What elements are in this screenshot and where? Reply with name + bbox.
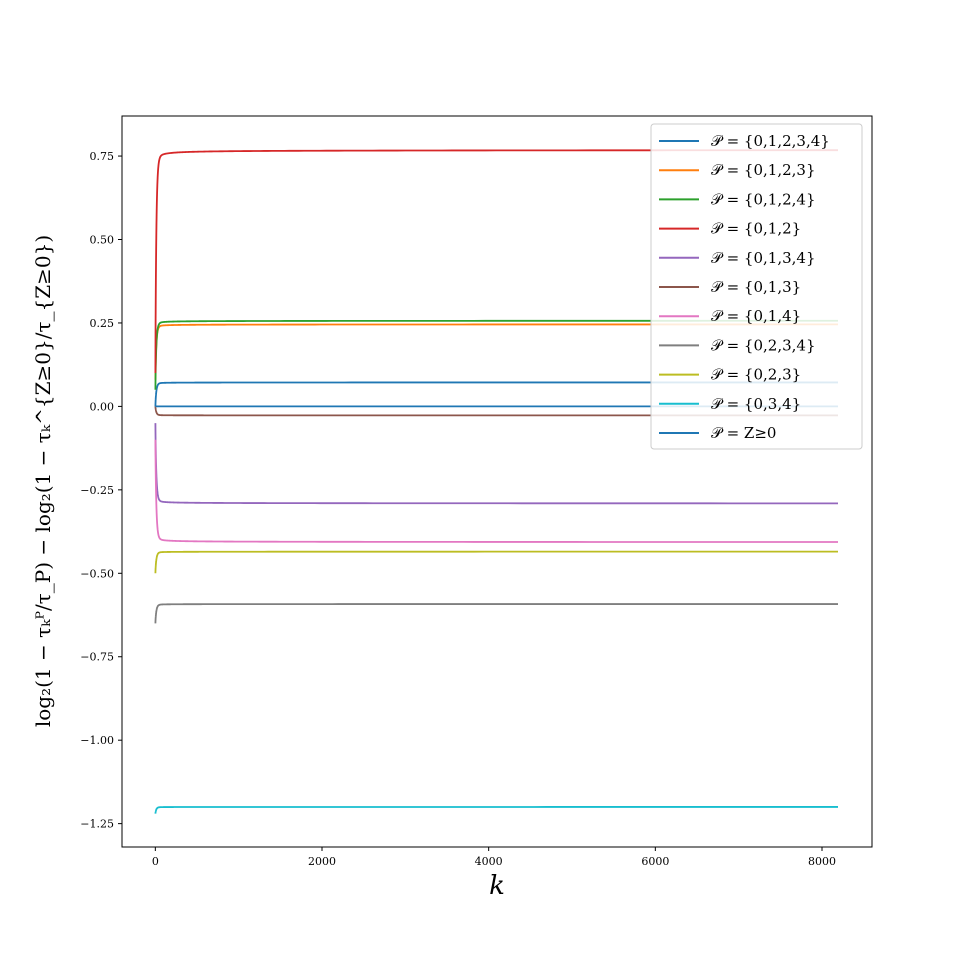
y-tick-label: −1.25 [80,818,114,831]
legend-label: 𝒫 = {0,2,3,4} [711,336,816,354]
y-tick-label: 0.25 [90,317,115,330]
plot-frame [121,115,873,848]
y-axis-title: log₂(1 − τₖᴾ/τ_P) − log₂(1 − τₖ^{Z≥0}/τ_… [31,235,55,727]
y-tick-label: −0.75 [80,651,114,664]
series-line-9 [154,550,838,574]
x-tick-label: 2000 [308,855,336,868]
legend-label: 𝒫 = {0,1,2} [711,220,801,238]
legend-label: 𝒫 = {0,1,2,3} [711,161,816,179]
x-tick-label: 0 [152,855,159,868]
series-line-10 [154,806,838,814]
legend-label: 𝒫 = {0,1,3} [711,278,801,296]
legend-label: 𝒫 = {0,1,2,4} [711,190,816,208]
y-axis-ticks: 0.75 0.50 0.25 0.00 −0.25 −0.50 −0.75 −1.00 −1.2… [80,150,122,831]
series-line-6 [154,406,838,417]
y-tick-label: 0.00 [90,400,115,413]
series-line-8 [154,603,838,624]
plot-lines [154,149,838,814]
x-tick-label: 8000 [808,855,836,868]
legend-label: 𝒫 = {0,1,2,3,4} [711,132,830,150]
legend: 𝒫 = {0,1,2,3,4} 𝒫 = {0,1,2,3} 𝒫 = {0,1,2,4… [650,123,863,450]
legend-label: 𝒫 = {0,3,4} [711,395,801,413]
y-tick-label: 0.50 [90,234,115,247]
series-line-4 [154,149,838,374]
legend-label: 𝒫 = {0,2,3} [711,366,801,384]
y-tick-label: 0.75 [90,150,115,163]
x-axis-ticks: 0 2000 4000 6000 8000 [152,847,836,868]
x-axis-title: k [489,871,505,901]
legend-label: 𝒫 = {0,1,4} [711,307,801,325]
y-tick-label: −1.00 [80,734,114,747]
legend-box [650,123,863,450]
y-tick-label: −0.25 [80,484,114,497]
x-tick-label: 4000 [475,855,503,868]
y-tick-label: −0.50 [80,567,114,580]
series-line-7 [154,439,838,543]
x-tick-label: 6000 [641,855,669,868]
legend-label: 𝒫 = {0,1,3,4} [711,249,816,267]
series-line-1 [154,381,838,407]
legend-label: 𝒫 = Z≥0 [711,424,776,442]
